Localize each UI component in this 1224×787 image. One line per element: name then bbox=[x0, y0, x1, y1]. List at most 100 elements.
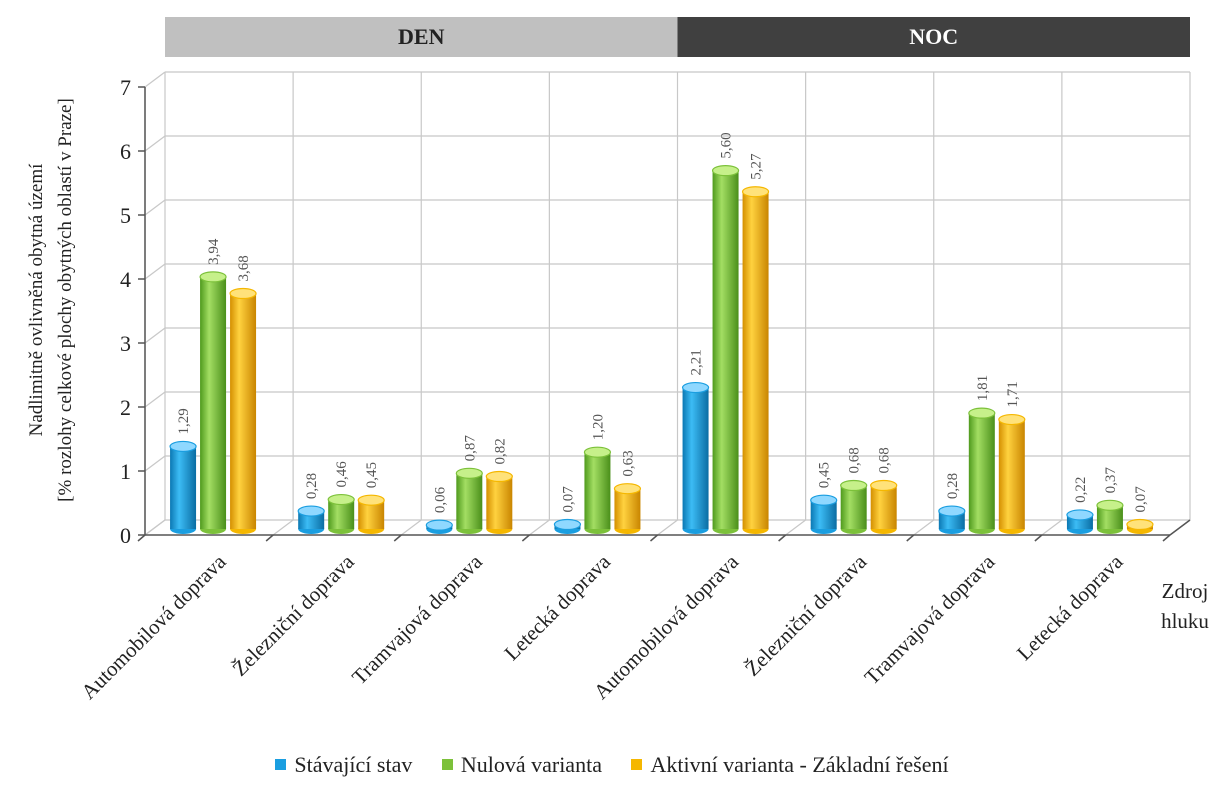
grid bbox=[144, 71, 1191, 536]
legend-item-nulova: Nulová varianta bbox=[441, 752, 602, 778]
bar bbox=[455, 467, 483, 534]
data-label: 0,45 bbox=[817, 462, 833, 488]
legend: Stávající stav Nulová varianta Aktivní v… bbox=[0, 752, 1224, 778]
gridline-side bbox=[144, 391, 166, 408]
gridline-floor bbox=[400, 519, 422, 536]
bar-top bbox=[1066, 509, 1094, 521]
data-label: 0,82 bbox=[492, 438, 508, 464]
bar-top bbox=[425, 519, 453, 531]
x-tick bbox=[778, 534, 787, 542]
data-label: 1,71 bbox=[1005, 381, 1021, 407]
bar bbox=[1126, 518, 1154, 534]
data-label: 5,27 bbox=[749, 153, 765, 180]
data-label: 0,45 bbox=[364, 462, 380, 488]
bar-top bbox=[1126, 518, 1154, 531]
bar-top bbox=[169, 440, 197, 453]
x-tick bbox=[1034, 534, 1043, 542]
gridline-floor bbox=[529, 519, 550, 536]
legend-swatch-aktivni bbox=[631, 759, 643, 771]
bar-top bbox=[297, 505, 325, 517]
bar-top bbox=[711, 165, 740, 177]
bar bbox=[741, 186, 770, 534]
legend-item-stavajici: Stávající stav bbox=[275, 752, 412, 778]
x-tick bbox=[1162, 534, 1171, 542]
gridline-floor bbox=[272, 519, 294, 536]
gridline-floor bbox=[657, 519, 678, 536]
y-tick-label: 4 bbox=[120, 267, 131, 292]
bar bbox=[169, 440, 197, 534]
bar-top bbox=[553, 518, 582, 531]
bar-body bbox=[1096, 505, 1123, 529]
data-label: 1,20 bbox=[590, 414, 606, 440]
x-tick-label: Železniční doprava bbox=[740, 549, 872, 681]
legend-label-stavajici: Stávající stav bbox=[294, 752, 413, 777]
data-label: 5,60 bbox=[719, 132, 735, 158]
x-tick bbox=[265, 534, 274, 542]
gridline-floor bbox=[785, 519, 806, 536]
bar bbox=[613, 483, 642, 534]
bar bbox=[357, 494, 385, 534]
x-tick-label: Letecká doprava bbox=[1012, 549, 1128, 665]
bar bbox=[485, 470, 513, 534]
bar bbox=[553, 518, 582, 534]
bar bbox=[425, 519, 453, 534]
x-tick-label: Tramvajová doprava bbox=[347, 549, 487, 689]
data-labels: 1,29 3,94 3,68 0,28 0,46 0,45 0,06 0,87 0,82 0,07… bbox=[176, 132, 1149, 513]
x-tick bbox=[393, 534, 402, 542]
bar bbox=[199, 271, 227, 534]
gridline-side bbox=[144, 263, 166, 280]
bar-body bbox=[614, 488, 641, 529]
bar-body bbox=[998, 419, 1025, 529]
gridline-floor bbox=[1041, 519, 1063, 536]
data-label: 1,81 bbox=[975, 375, 991, 401]
data-label: 0,07 bbox=[560, 486, 576, 513]
bar-top bbox=[1096, 499, 1124, 511]
data-label: 0,28 bbox=[945, 473, 961, 499]
bar bbox=[229, 287, 257, 534]
bar bbox=[327, 493, 355, 534]
x-tick bbox=[521, 534, 530, 542]
bar bbox=[938, 505, 966, 534]
gridline-side bbox=[144, 455, 166, 472]
data-label: 0,22 bbox=[1073, 477, 1089, 503]
y-tick-label: 3 bbox=[120, 331, 131, 356]
bar bbox=[968, 407, 996, 534]
legend-swatch-stavajici bbox=[275, 759, 287, 771]
bar-top bbox=[583, 446, 612, 458]
y-axis-title-line2: [% rozlohy celkové plochy obytných oblas… bbox=[55, 98, 76, 502]
bar-body bbox=[584, 452, 611, 529]
bar-body bbox=[456, 473, 483, 529]
bar-top bbox=[741, 186, 770, 198]
x-tick-label: Letecká doprava bbox=[499, 549, 615, 665]
bar-top bbox=[810, 494, 838, 506]
bar-body bbox=[682, 387, 709, 529]
y-tick-label: 5 bbox=[120, 203, 131, 228]
data-label: 0,06 bbox=[432, 486, 448, 513]
y-tick-label: 1 bbox=[120, 459, 131, 484]
gridline-floor bbox=[913, 519, 935, 536]
bar-top bbox=[327, 493, 355, 506]
bar-body bbox=[712, 170, 739, 529]
bar bbox=[681, 381, 710, 534]
bar bbox=[583, 446, 612, 534]
bar-top bbox=[840, 479, 868, 492]
bar-top bbox=[681, 381, 710, 394]
group-band-den bbox=[165, 17, 678, 57]
bar-body bbox=[840, 485, 867, 529]
bar-top bbox=[968, 407, 996, 419]
bar bbox=[1096, 499, 1124, 534]
bar bbox=[810, 494, 838, 534]
bar bbox=[998, 413, 1026, 534]
bar-top bbox=[938, 505, 966, 517]
data-label: 0,87 bbox=[462, 435, 478, 462]
gridline-side bbox=[144, 327, 166, 344]
bar-top bbox=[870, 479, 898, 492]
data-label: 0,37 bbox=[1103, 467, 1119, 494]
bar-body bbox=[200, 276, 227, 529]
x-tick bbox=[137, 534, 146, 542]
y-axis-title-line1: Nadlimitně ovlivněná obytná území bbox=[26, 163, 47, 437]
x-axis-title-line1: Zdroj bbox=[1162, 579, 1209, 603]
bar-body bbox=[968, 413, 995, 529]
bar bbox=[711, 165, 740, 534]
